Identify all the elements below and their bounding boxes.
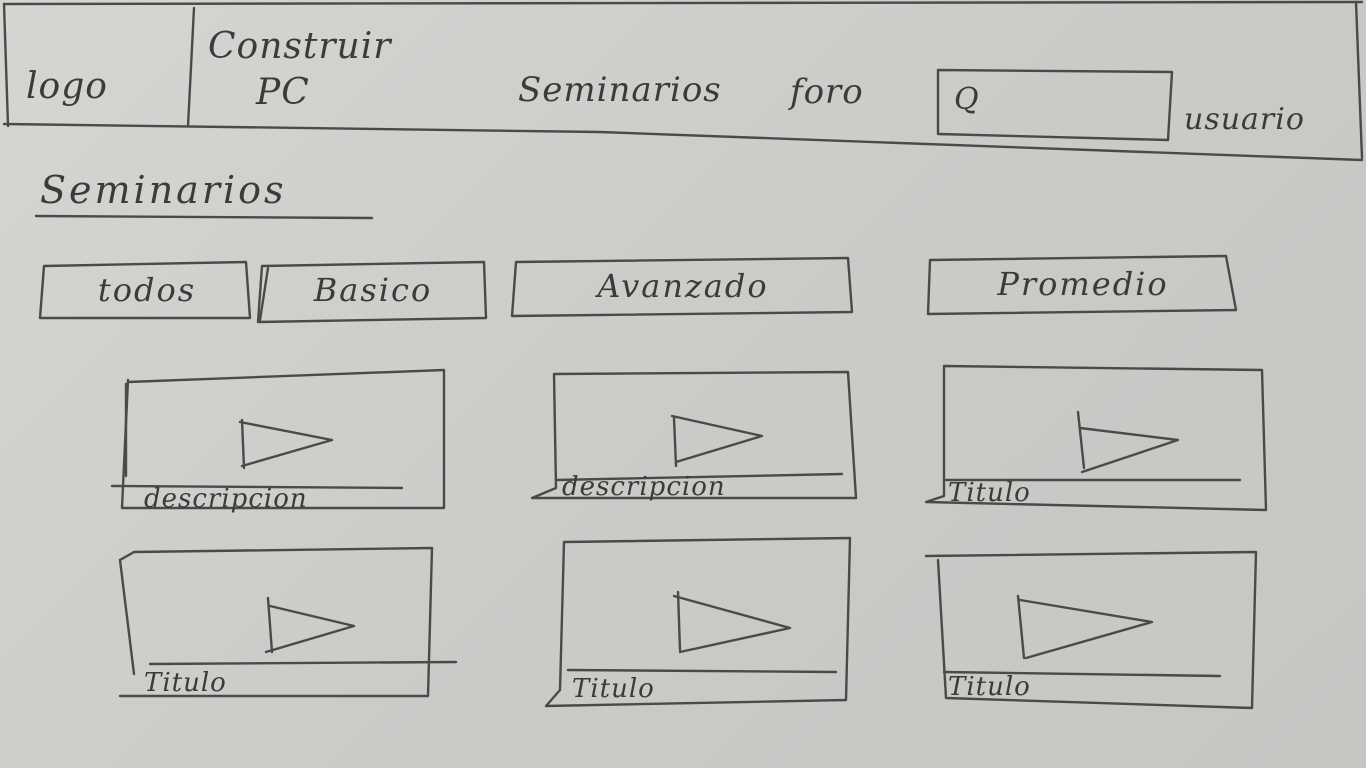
nav-build-pc-line2: PC <box>256 72 310 113</box>
play-icon[interactable] <box>670 412 770 472</box>
play-icon[interactable] <box>1074 410 1186 476</box>
play-icon[interactable] <box>262 596 362 656</box>
video-caption: Titulo <box>948 478 1031 508</box>
user-menu[interactable]: usuario <box>1184 102 1305 137</box>
page-title: Seminarios <box>40 168 287 212</box>
video-card[interactable]: descripcion <box>552 372 852 502</box>
nav-build-pc[interactable]: Construir PC <box>208 24 391 116</box>
video-card[interactable]: Titulo <box>942 366 1264 510</box>
nav-forum[interactable]: foro <box>790 72 864 112</box>
video-caption: Titulo <box>948 672 1031 702</box>
video-card[interactable]: Titulo <box>548 540 850 706</box>
play-icon[interactable] <box>670 588 796 654</box>
video-caption: Titulo <box>572 674 655 704</box>
filter-tab-avanzado[interactable]: Avanzado <box>597 267 769 305</box>
filter-tab-promedio[interactable]: Promedio <box>997 265 1169 303</box>
video-card[interactable]: descripcion <box>124 372 444 514</box>
video-card[interactable]: Titulo <box>122 550 434 698</box>
play-icon[interactable] <box>238 414 338 474</box>
search-icon[interactable]: Q <box>954 82 979 117</box>
search-input[interactable]: Q <box>938 68 1166 136</box>
nav-build-pc-line1: Construir <box>208 26 392 67</box>
nav-seminars[interactable]: Seminarios <box>518 70 722 110</box>
video-card[interactable]: Titulo <box>930 552 1256 708</box>
logo[interactable]: logo <box>26 66 108 107</box>
filter-tab-basico[interactable]: Basico <box>313 271 433 309</box>
video-caption: Titulo <box>144 668 227 698</box>
filter-tab-todos[interactable]: todos <box>97 271 197 309</box>
video-caption: descripcion <box>562 472 726 502</box>
play-icon[interactable] <box>1014 592 1156 662</box>
video-caption: descripcion <box>144 484 308 514</box>
